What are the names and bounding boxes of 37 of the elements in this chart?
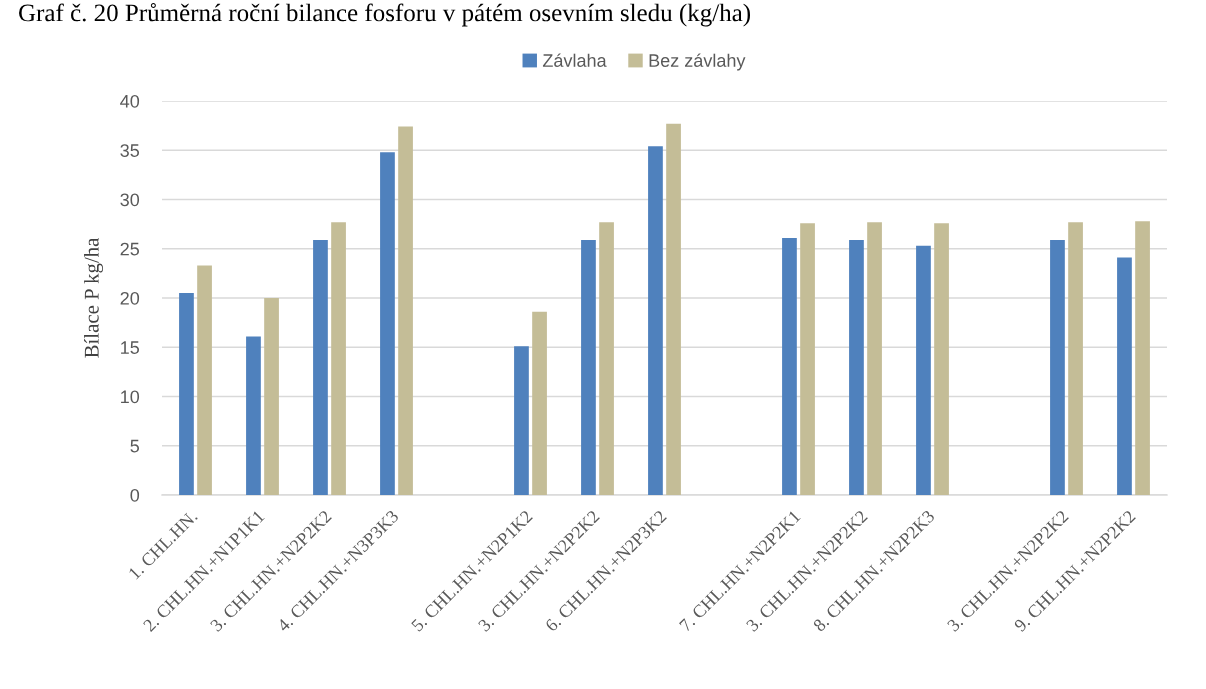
y-tick-label: 20 (120, 291, 140, 305)
bar (1050, 239, 1065, 495)
y-tick-label: 5 (130, 439, 140, 453)
y-tick-label: 10 (121, 390, 140, 404)
bar (599, 222, 614, 495)
bar (648, 146, 663, 495)
y-tick-label: 15 (121, 341, 140, 354)
bar (313, 239, 328, 495)
y-tick-label: 35 (120, 144, 140, 157)
bar (246, 336, 261, 495)
bar (1117, 257, 1132, 495)
y-tick-label: 40 (120, 94, 140, 108)
bar (782, 237, 797, 495)
bar (380, 152, 395, 495)
bar (1135, 221, 1150, 495)
bar (532, 311, 547, 495)
bar (331, 222, 346, 495)
bar (849, 239, 864, 495)
bar (264, 298, 279, 495)
bar (1068, 222, 1083, 495)
bar (934, 223, 949, 495)
bar (666, 123, 681, 495)
y-axis-title: Bílace P kg/ha (84, 237, 104, 358)
bar (514, 346, 529, 495)
y-tick-label: 0 (130, 488, 140, 502)
y-tick-label: 30 (120, 193, 140, 207)
legend-label: Bez závlahy (649, 53, 746, 71)
bar (867, 222, 882, 495)
bar (581, 239, 596, 495)
bar (916, 245, 931, 495)
y-tick-label: 25 (120, 242, 140, 256)
bar (179, 293, 194, 495)
legend-label: Závlaha (542, 53, 607, 67)
bar (800, 223, 815, 495)
bar (398, 126, 413, 495)
bar (197, 265, 212, 495)
chart-title: Graf č. 20 Průměrná roční bilance fosforu v pátém osevním sledu (kg/ha) (19, 3, 751, 27)
